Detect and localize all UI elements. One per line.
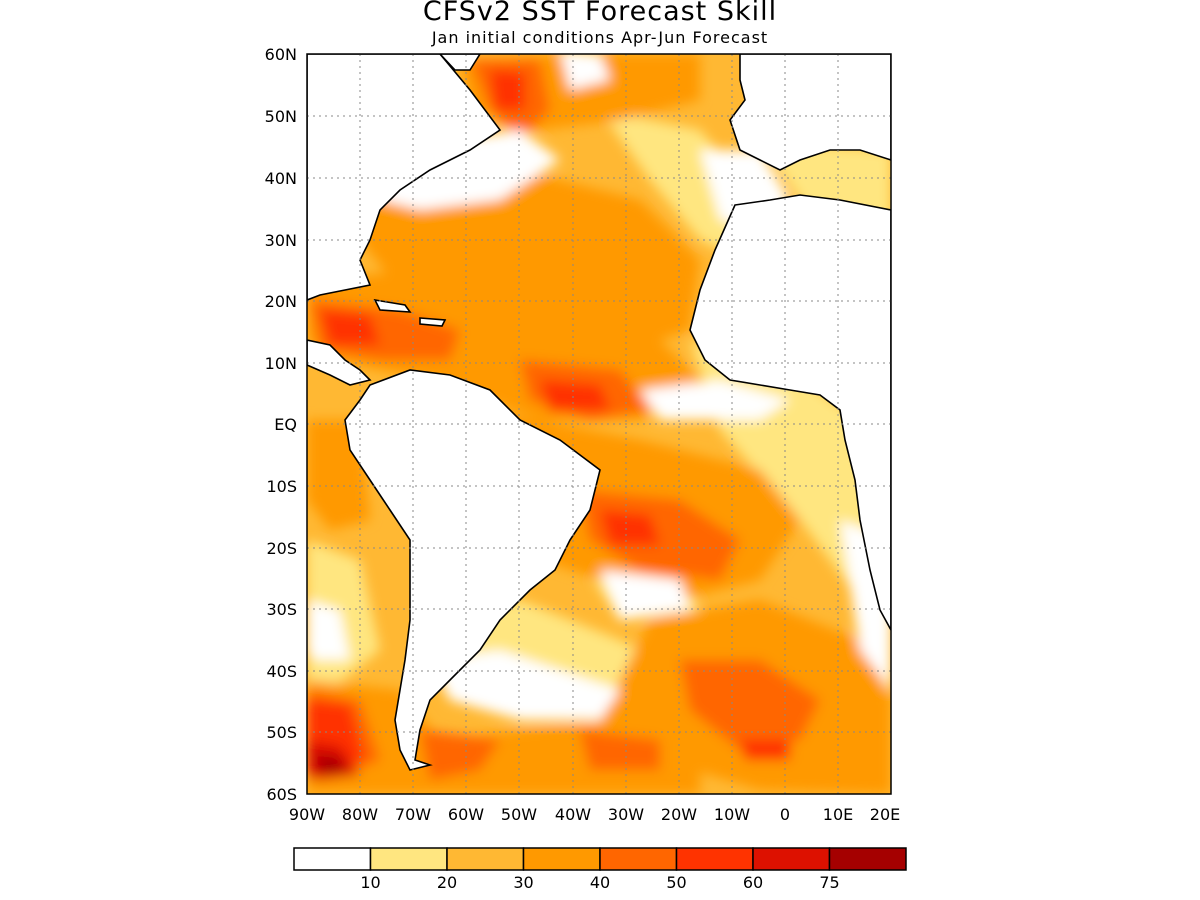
lat-label: 30N bbox=[265, 231, 297, 250]
lat-label: EQ bbox=[274, 415, 297, 434]
lat-labels: 60N 50N 40N 30N 20N 10N EQ 10S 20S 30S 4… bbox=[265, 45, 297, 804]
legend-tick-label: 50 bbox=[666, 873, 686, 892]
legend-tick-label: 60 bbox=[743, 873, 763, 892]
lat-label: 50S bbox=[266, 723, 297, 742]
lat-label: 20N bbox=[265, 292, 297, 311]
map-subtitle: Jan initial conditions Apr-Jun Forecast bbox=[431, 28, 769, 47]
grid-lines bbox=[307, 54, 891, 794]
legend-tick-label: 75 bbox=[819, 873, 839, 892]
lon-label: 10W bbox=[714, 805, 750, 824]
lon-label: 20E bbox=[870, 805, 900, 824]
map-title: CFSv2 SST Forecast Skill bbox=[422, 0, 778, 27]
lat-label: 50N bbox=[265, 107, 297, 126]
lon-label: 90W bbox=[289, 805, 325, 824]
lon-label: 0 bbox=[780, 805, 790, 824]
lon-label: 70W bbox=[395, 805, 431, 824]
legend-color-box bbox=[522, 847, 601, 871]
legend-color-box bbox=[293, 847, 372, 871]
color-legend: 10 20 30 40 50 60 75 bbox=[293, 847, 907, 892]
lat-label: 10N bbox=[265, 354, 297, 373]
lon-label: 30W bbox=[608, 805, 644, 824]
lon-label: 50W bbox=[501, 805, 537, 824]
lat-label: 30S bbox=[266, 600, 297, 619]
map-frame bbox=[306, 53, 892, 795]
legend-color-box bbox=[446, 847, 525, 871]
lat-label: 60N bbox=[265, 45, 297, 64]
legend-color-box bbox=[675, 847, 754, 871]
legend-color-box bbox=[599, 847, 678, 871]
legend-color-box bbox=[369, 847, 448, 871]
lon-label: 10E bbox=[823, 805, 853, 824]
lon-label: 80W bbox=[342, 805, 378, 824]
legend-tick-label: 20 bbox=[437, 873, 457, 892]
lat-label: 10S bbox=[266, 477, 297, 496]
lon-label: 60W bbox=[448, 805, 484, 824]
skill-field bbox=[307, 54, 891, 794]
lon-labels: 90W 80W 70W 60W 50W 40W 30W 20W 10W 0 10… bbox=[289, 805, 900, 824]
legend-tick-label: 30 bbox=[513, 873, 533, 892]
lon-label: 20W bbox=[661, 805, 697, 824]
legend-color-box bbox=[752, 847, 831, 871]
legend-tick-label: 10 bbox=[360, 873, 380, 892]
legend-color-box bbox=[828, 847, 907, 871]
lon-label: 40W bbox=[555, 805, 591, 824]
lat-label: 40S bbox=[266, 662, 297, 681]
legend-tick-label: 40 bbox=[590, 873, 610, 892]
lat-label: 60S bbox=[266, 785, 297, 804]
lat-label: 20S bbox=[266, 539, 297, 558]
lat-label: 40N bbox=[265, 169, 297, 188]
